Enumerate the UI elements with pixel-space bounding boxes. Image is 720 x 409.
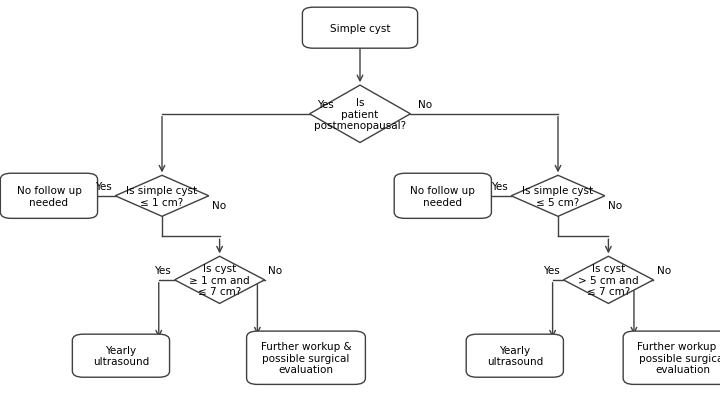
Text: Yes: Yes <box>543 265 560 275</box>
FancyBboxPatch shape <box>1 174 98 219</box>
Polygon shape <box>563 257 654 303</box>
Text: No: No <box>608 200 623 210</box>
FancyBboxPatch shape <box>395 174 491 219</box>
Text: Yes: Yes <box>317 100 333 110</box>
FancyBboxPatch shape <box>302 8 418 49</box>
Text: Simple cyst: Simple cyst <box>330 24 390 34</box>
Text: No: No <box>268 265 282 275</box>
FancyBboxPatch shape <box>467 335 563 377</box>
Text: Is
patient
postmenopausal?: Is patient postmenopausal? <box>314 98 406 131</box>
Text: No: No <box>657 265 671 275</box>
Text: Further workup &
possible surgical
evaluation: Further workup & possible surgical evalu… <box>261 342 351 374</box>
Text: Yearly
ultrasound: Yearly ultrasound <box>93 345 149 366</box>
Polygon shape <box>174 257 265 303</box>
Text: No: No <box>418 100 432 110</box>
Polygon shape <box>115 176 209 217</box>
Polygon shape <box>310 86 410 143</box>
FancyBboxPatch shape <box>623 331 720 384</box>
Text: Yes: Yes <box>95 182 112 191</box>
Text: Is simple cyst
≤ 1 cm?: Is simple cyst ≤ 1 cm? <box>127 186 197 207</box>
FancyBboxPatch shape <box>73 335 170 377</box>
Text: Further workup &
possible surgical
evaluation: Further workup & possible surgical evalu… <box>637 342 720 374</box>
Text: Is cyst
> 5 cm and
≤ 7 cm?: Is cyst > 5 cm and ≤ 7 cm? <box>578 264 639 297</box>
Text: No: No <box>212 200 227 210</box>
Text: No follow up
needed: No follow up needed <box>17 186 81 207</box>
FancyBboxPatch shape <box>246 331 365 384</box>
Text: Yearly
ultrasound: Yearly ultrasound <box>487 345 543 366</box>
Text: Yes: Yes <box>491 182 508 191</box>
Text: Yes: Yes <box>154 265 171 275</box>
Text: Is cyst
≥ 1 cm and
≤ 7 cm?: Is cyst ≥ 1 cm and ≤ 7 cm? <box>189 264 250 297</box>
Polygon shape <box>511 176 605 217</box>
Text: No follow up
needed: No follow up needed <box>410 186 475 207</box>
Text: Is simple cyst
≤ 5 cm?: Is simple cyst ≤ 5 cm? <box>523 186 593 207</box>
